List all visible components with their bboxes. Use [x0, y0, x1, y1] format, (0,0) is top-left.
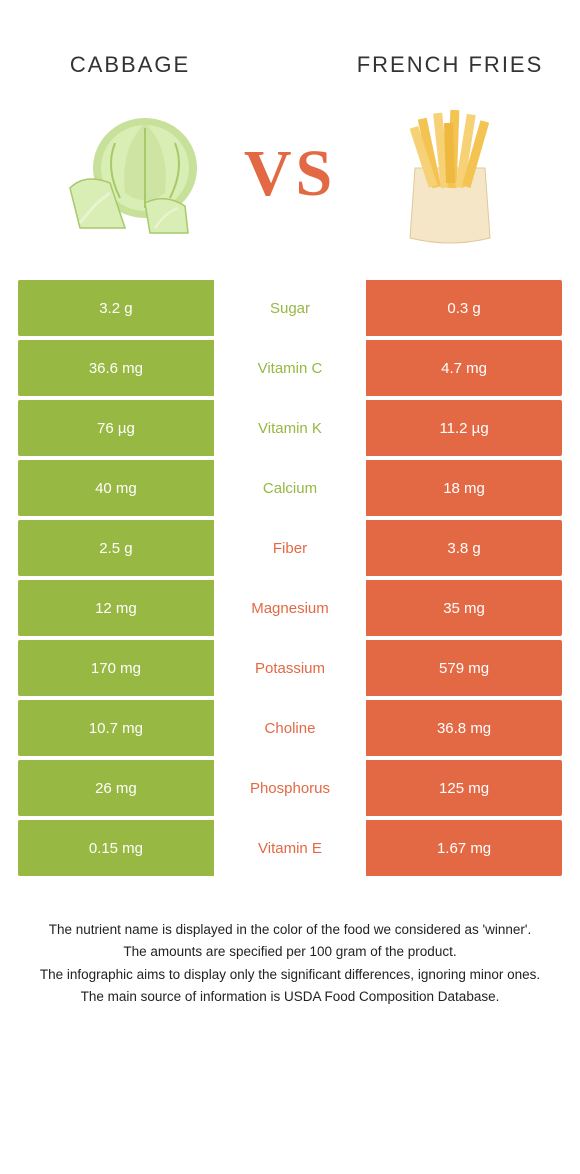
nutrient-value-right: 579 mg [366, 640, 562, 696]
nutrient-label: Magnesium [214, 580, 366, 636]
nutrient-label: Choline [214, 700, 366, 756]
nutrient-row: 36.6 mgVitamin C4.7 mg [18, 340, 562, 396]
footer-line: The infographic aims to display only the… [28, 965, 552, 985]
nutrient-value-right: 35 mg [366, 580, 562, 636]
footer-line: The nutrient name is displayed in the co… [28, 920, 552, 940]
nutrient-label: Vitamin K [214, 400, 366, 456]
nutrient-row: 3.2 gSugar0.3 g [18, 280, 562, 336]
nutrient-value-right: 3.8 g [366, 520, 562, 576]
nutrient-label: Phosphorus [214, 760, 366, 816]
nutrient-row: 10.7 mgCholine36.8 mg [18, 700, 562, 756]
nutrient-value-right: 18 mg [366, 460, 562, 516]
nutrient-value-left: 0.15 mg [18, 820, 214, 876]
food-col-right: French fries [350, 52, 550, 248]
footer-notes: The nutrient name is displayed in the co… [0, 880, 580, 1007]
nutrient-row: 170 mgPotassium579 mg [18, 640, 562, 696]
nutrient-row: 76 µgVitamin K11.2 µg [18, 400, 562, 456]
fries-image [370, 98, 530, 248]
nutrient-row: 26 mgPhosphorus125 mg [18, 760, 562, 816]
food-title-right: French fries [357, 52, 544, 78]
nutrient-value-right: 36.8 mg [366, 700, 562, 756]
nutrient-label: Calcium [214, 460, 366, 516]
header: Cabbage VS French fries [0, 0, 580, 280]
nutrient-label: Fiber [214, 520, 366, 576]
nutrient-label: Vitamin C [214, 340, 366, 396]
nutrient-value-left: 40 mg [18, 460, 214, 516]
nutrient-value-right: 4.7 mg [366, 340, 562, 396]
nutrient-value-right: 11.2 µg [366, 400, 562, 456]
nutrient-row: 40 mgCalcium18 mg [18, 460, 562, 516]
footer-line: The main source of information is USDA F… [28, 987, 552, 1007]
vs-label: VS [244, 136, 336, 212]
cabbage-image [50, 98, 210, 248]
nutrient-label: Sugar [214, 280, 366, 336]
nutrient-value-left: 2.5 g [18, 520, 214, 576]
nutrient-row: 12 mgMagnesium35 mg [18, 580, 562, 636]
nutrient-value-left: 170 mg [18, 640, 214, 696]
footer-line: The amounts are specified per 100 gram o… [28, 942, 552, 962]
food-col-left: Cabbage [30, 52, 230, 248]
fries-icon [375, 98, 525, 248]
nutrient-value-left: 10.7 mg [18, 700, 214, 756]
cabbage-icon [50, 98, 210, 248]
nutrient-value-right: 1.67 mg [366, 820, 562, 876]
nutrient-label: Vitamin E [214, 820, 366, 876]
nutrient-value-left: 76 µg [18, 400, 214, 456]
nutrient-value-left: 3.2 g [18, 280, 214, 336]
nutrient-row: 2.5 gFiber3.8 g [18, 520, 562, 576]
nutrient-value-left: 36.6 mg [18, 340, 214, 396]
nutrient-value-left: 12 mg [18, 580, 214, 636]
nutrient-value-right: 0.3 g [366, 280, 562, 336]
nutrient-row: 0.15 mgVitamin E1.67 mg [18, 820, 562, 876]
nutrient-label: Potassium [214, 640, 366, 696]
nutrient-table: 3.2 gSugar0.3 g36.6 mgVitamin C4.7 mg76 … [0, 280, 580, 876]
nutrient-value-left: 26 mg [18, 760, 214, 816]
nutrient-value-right: 125 mg [366, 760, 562, 816]
food-title-left: Cabbage [70, 52, 190, 78]
